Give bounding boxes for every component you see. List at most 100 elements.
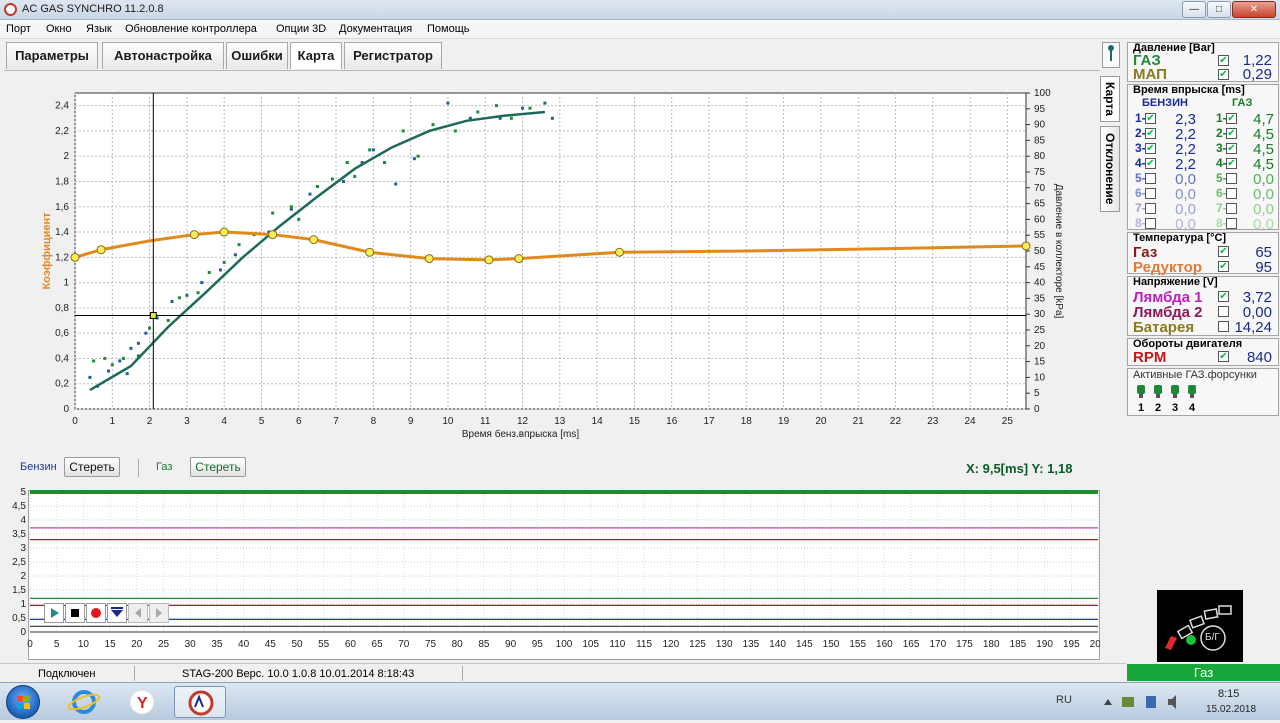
rec-x-tick-label: 20 [131, 639, 143, 650]
pin-button[interactable] [1102, 42, 1120, 68]
menu-options-3d[interactable]: Опции 3D [276, 23, 327, 35]
fuel-switch[interactable]: Б/Г [1157, 590, 1243, 662]
petrol-cylinder-checkbox[interactable]: ✔ [1145, 143, 1156, 154]
taskbar-ie[interactable] [58, 686, 110, 718]
tab-autotune[interactable]: Автонастройка [102, 42, 224, 69]
side-tab-deviation[interactable]: Отклонение [1100, 126, 1120, 212]
petrol-cylinder-checkbox[interactable]: ✔ [1145, 113, 1156, 124]
data-point [196, 291, 200, 295]
y-right-tick-label: 60 [1034, 214, 1046, 225]
y-left-tick-label: 1,6 [55, 202, 69, 213]
stop-button[interactable] [65, 603, 85, 623]
taskbar-yandex[interactable]: Y [116, 686, 168, 718]
play-button[interactable] [44, 603, 64, 623]
petrol-clear-button[interactable]: Стереть [64, 457, 120, 477]
gas-cylinder-checkbox[interactable] [1226, 218, 1237, 229]
tab-parameters[interactable]: Параметры [6, 42, 98, 69]
temp-gas-checkbox[interactable]: ✔ [1218, 246, 1229, 257]
start-button[interactable] [6, 685, 40, 719]
data-point [103, 356, 107, 360]
save-button[interactable] [107, 603, 127, 623]
petrol-cylinder-number: 1- [1135, 111, 1146, 125]
gas-injection-value: 4,5 [1253, 156, 1274, 173]
taskbar-acgas[interactable] [174, 686, 226, 718]
gas-injection-value: 0,0 [1253, 171, 1274, 188]
pressure-gas-checkbox[interactable]: ✔ [1218, 55, 1229, 66]
clock-date[interactable]: 15.02.2018 [1206, 704, 1257, 715]
menu-help[interactable]: Помощь [427, 23, 470, 35]
gas-injector-indicator: 3 [1168, 383, 1182, 414]
menu-window[interactable]: Окно [46, 23, 72, 35]
tab-recorder[interactable]: Регистратор [344, 42, 442, 69]
gas-cylinder-checkbox[interactable]: ✔ [1226, 143, 1237, 154]
x-tick-label: 3 [184, 416, 190, 427]
maximize-button[interactable]: □ [1207, 1, 1231, 18]
menu-port[interactable]: Порт [6, 23, 31, 35]
menu-language[interactable]: Язык [86, 23, 112, 35]
window-title: AC GAS SYNCHRO 11.2.0.8 [22, 3, 164, 15]
gas-cylinder-checkbox[interactable]: ✔ [1226, 158, 1237, 169]
y-right-tick-label: 95 [1034, 104, 1046, 115]
rec-x-tick-label: 45 [265, 639, 277, 650]
minimize-button[interactable]: — [1182, 1, 1206, 18]
x-tick-label: 15 [629, 416, 641, 427]
scroll-right-button[interactable] [149, 603, 169, 623]
lambda2-checkbox[interactable] [1218, 306, 1229, 317]
network-icon [1122, 697, 1134, 707]
temp-gas-value: 65 [1255, 244, 1272, 261]
petrol-cylinder-checkbox[interactable] [1145, 173, 1156, 184]
y-right-tick-label: 80 [1034, 151, 1046, 162]
temperature-group: Температура [°C] Газ ✔ 65 Редуктор ✔ 95 [1127, 232, 1279, 276]
tab-errors[interactable]: Ошибки [226, 42, 288, 69]
record-button[interactable] [86, 603, 106, 623]
pressure-gas-label: ГАЗ [1133, 52, 1161, 69]
rec-x-tick-label: 135 [743, 639, 760, 650]
petrol-cylinder-checkbox[interactable] [1145, 188, 1156, 199]
rec-y-tick-label: 4 [20, 515, 26, 526]
scroll-left-button[interactable] [128, 603, 148, 623]
rpm-checkbox[interactable]: ✔ [1218, 351, 1229, 362]
gas-cylinder-checkbox[interactable]: ✔ [1226, 128, 1237, 139]
y-right-tick-label: 45 [1034, 262, 1046, 273]
petrol-cylinder-checkbox[interactable] [1145, 218, 1156, 229]
petrol-cylinder-checkbox[interactable] [1145, 203, 1156, 214]
language-indicator[interactable]: RU [1056, 694, 1072, 706]
y-right-tick-label: 30 [1034, 309, 1046, 320]
gas-cylinder-checkbox[interactable] [1226, 188, 1237, 199]
petrol-cylinder-checkbox[interactable]: ✔ [1145, 128, 1156, 139]
y-right-tick-label: 90 [1034, 120, 1046, 131]
gas-cylinder-checkbox[interactable]: ✔ [1226, 113, 1237, 124]
pressure-map-checkbox[interactable]: ✔ [1218, 69, 1229, 80]
data-point [342, 179, 346, 183]
rec-x-tick-label: 50 [291, 639, 303, 650]
battery-checkbox[interactable] [1218, 321, 1229, 332]
menu-controller-update[interactable]: Обновление контроллера [125, 23, 257, 35]
side-tab-map[interactable]: Карта [1100, 76, 1120, 122]
show-hidden-icons-icon [1104, 699, 1112, 705]
gas-cylinder-checkbox[interactable] [1226, 203, 1237, 214]
rec-y-tick-label: 3,5 [12, 529, 26, 540]
menu-documentation[interactable]: Документация [339, 23, 413, 35]
yandex-browser-icon: Y [129, 689, 155, 715]
gas-cylinder-checkbox[interactable] [1226, 173, 1237, 184]
map-chart[interactable]: 0 1 2 3 4 5 6 7 8 9 10 11 12 13 14 15 16 17 18 19 20 21 22 23 24… [4, 71, 1100, 455]
x-tick-label: 6 [296, 416, 302, 427]
data-point [267, 230, 271, 234]
clock-time[interactable]: 8:15 [1218, 688, 1240, 700]
data-point [207, 270, 211, 274]
petrol-injection-value: 0,0 [1175, 186, 1196, 203]
gas-clear-button[interactable]: Стереть [190, 457, 246, 477]
data-point [476, 110, 480, 114]
petrol-cylinder-checkbox[interactable]: ✔ [1145, 158, 1156, 169]
temp-reducer-checkbox[interactable]: ✔ [1218, 261, 1229, 272]
close-button[interactable]: ✕ [1232, 1, 1276, 18]
tab-map[interactable]: Карта [290, 42, 342, 69]
correction-marker [365, 247, 375, 257]
data-point [222, 260, 226, 264]
petrol-label: Бензин [20, 461, 57, 473]
rec-y-tick-label: 2 [20, 571, 26, 582]
petrol-cylinder-number: 6- [1135, 186, 1146, 200]
data-point [218, 268, 222, 272]
data-point [394, 182, 398, 186]
lambda1-checkbox[interactable]: ✔ [1218, 291, 1229, 302]
